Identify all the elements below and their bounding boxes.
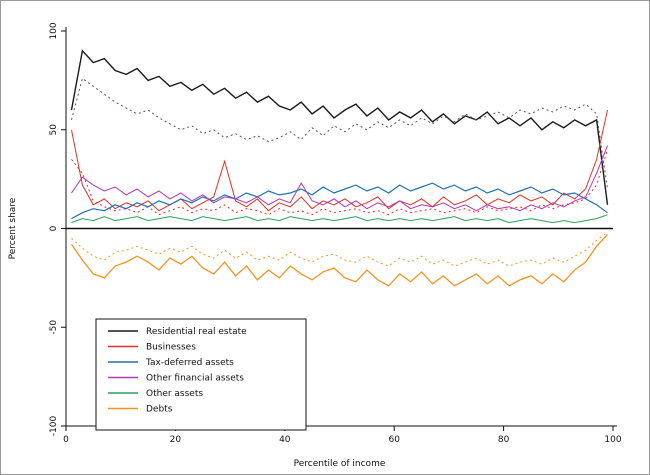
series-line	[71, 214, 608, 224]
legend-item-label: Tax-deferred assets	[145, 358, 234, 368]
y-tick-label: 100	[49, 22, 59, 39]
x-tick-label: 20	[170, 435, 182, 445]
legend-item-label: Other assets	[146, 389, 203, 399]
legend-item-label: Debts	[146, 405, 173, 415]
series-line	[70, 49, 609, 205]
x-tick-label: 40	[279, 435, 291, 445]
series-line	[71, 145, 608, 212]
legend-item-label: Other financial assets	[146, 374, 244, 384]
series-line	[71, 77, 608, 190]
y-tick-label: 0	[49, 225, 59, 231]
series-line	[71, 232, 608, 267]
legend-item-label: Residential real estate	[146, 327, 247, 337]
series-line	[71, 182, 608, 220]
y-tick-label: -50	[49, 320, 59, 335]
y-tick-label: -100	[49, 416, 59, 437]
series-lines	[70, 49, 609, 287]
y-axis-label: Percent share	[8, 197, 18, 259]
x-tick-label: 0	[63, 435, 69, 445]
x-tick-label: 100	[604, 435, 621, 445]
series-line	[71, 149, 608, 216]
legend: Residential real estate Businesses Tax-def…	[95, 318, 307, 431]
series-line	[70, 233, 608, 287]
legend-box	[95, 318, 307, 431]
x-tick-label: 60	[388, 435, 400, 445]
y-tick-label: 50	[49, 124, 59, 136]
series-line	[71, 109, 608, 212]
legend-item-label: Businesses	[146, 343, 196, 353]
x-axis-label: Percentile of income	[294, 459, 386, 469]
x-tick-label: 80	[498, 435, 510, 445]
